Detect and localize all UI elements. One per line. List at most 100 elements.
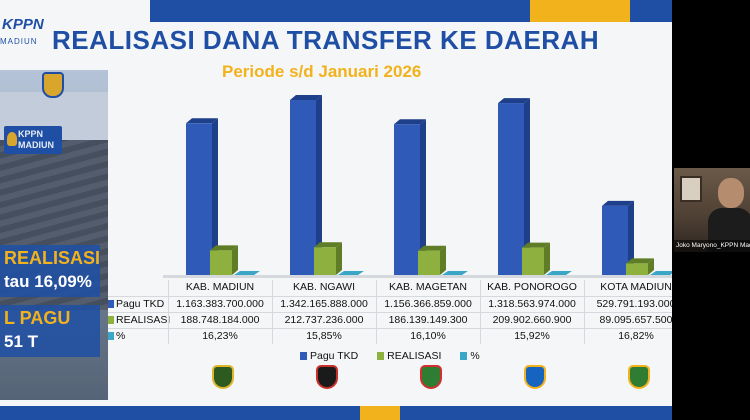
table-cell: 16,10% — [410, 330, 446, 342]
regional-emblems — [200, 365, 650, 391]
stat-pagu-value: 51 T — [4, 332, 39, 351]
shared-slide: KPPN MADIUN REALISASI DANA TRANSFER KE D… — [0, 0, 672, 420]
kab-madiun-emblem-icon — [212, 365, 234, 389]
bar-side-0-2 — [420, 119, 426, 275]
sign-logo-icon — [7, 132, 17, 146]
legend-label-pct: % — [470, 350, 480, 362]
logo-subtext: MADIUN — [0, 37, 38, 46]
bar-side-0-0 — [212, 118, 218, 275]
table-cell: 1.318.563.974.000 — [488, 298, 576, 310]
table-cell: 186.139.149.300 — [388, 314, 468, 326]
table-header-cell: KAB. PONOROGO — [487, 281, 577, 293]
footer-stripe-gold — [360, 406, 400, 420]
bar-side-0-3 — [524, 98, 530, 275]
video-call-panel: Joko Maryono_KPPN Madiun — [672, 0, 750, 420]
footer-stripe-right — [400, 406, 672, 420]
bar-top-0-0 — [186, 118, 218, 124]
table-cell: 212.737.236.000 — [284, 314, 364, 326]
bar-top-0-3 — [498, 98, 530, 104]
table-cell: 16,82% — [618, 330, 654, 342]
footer-stripe — [0, 406, 360, 420]
bar-top-1-1 — [314, 242, 342, 248]
bar-side-1-3 — [544, 242, 550, 275]
table-cell: 89.095.657.500 — [599, 314, 673, 326]
bar-top-1-2 — [418, 245, 446, 251]
stat-realisasi-percent: tau 16,09% — [4, 272, 92, 291]
table-header-cell: KAB. NGAWI — [292, 281, 356, 293]
series-swatch — [108, 316, 114, 325]
bar-pct-3 — [546, 271, 572, 275]
table-header-cell: KAB. MADIUN — [185, 281, 255, 293]
bar-top-1-0 — [210, 245, 238, 251]
kota-madiun-emblem-icon — [628, 365, 650, 389]
table-cell: 15,85% — [306, 330, 342, 342]
legend-item-pct: % — [460, 350, 480, 362]
bar-top-1-4 — [626, 258, 654, 264]
bar-pagu-0 — [186, 123, 212, 275]
table-cell: 1.163.383.700.000 — [176, 298, 264, 310]
table-cell: 16,23% — [202, 330, 238, 342]
bar-pagu-3 — [498, 103, 524, 275]
header-stripe-right — [630, 0, 672, 22]
bar-side-0-4 — [628, 200, 634, 275]
legend-label-realisasi: REALISASI — [387, 350, 442, 362]
kppn-logo: KPPN MADIUN — [0, 6, 55, 50]
table-row: Pagu TKD 1.163.383.700.000 1.342.165.888.0… — [108, 297, 672, 313]
slide-subtitle: Periode s/d Januari 2026 — [222, 62, 422, 81]
bar-realisasi-4 — [626, 263, 648, 275]
stat-box-realisasi: REALISASI tau 16,09% — [0, 245, 100, 297]
table-row-label: % — [108, 330, 168, 342]
legend-item-pagu: Pagu TKD — [300, 350, 358, 362]
bar-chart-svg — [163, 95, 672, 278]
bar-pagu-2 — [394, 124, 420, 275]
series-swatch — [108, 332, 114, 341]
stat-pagu-label: L PAGU — [4, 308, 71, 328]
bar-side-1-1 — [336, 242, 342, 275]
table-cell: 188.748.184.000 — [180, 314, 260, 326]
table-header-row: KAB. MADIUN KAB. NGAWI KAB. MAGETAN KAB. PO… — [108, 280, 672, 296]
legend-label-pagu: Pagu TKD — [310, 350, 359, 362]
wall-picture — [680, 176, 702, 202]
bar-pct-0 — [234, 271, 260, 275]
participant-face — [718, 178, 744, 208]
header-stripe-gold — [530, 0, 630, 22]
bar-realisasi-2 — [418, 250, 440, 275]
stat-realisasi-label: REALISASI — [4, 248, 101, 268]
legend-item-realisasi: REALISASI — [377, 350, 441, 362]
ministry-crest-icon — [42, 72, 64, 98]
table-row: % 16,23% 15,85% 16,10% 15,92% 16,82% — [108, 329, 672, 345]
office-sign: KPPN MADIUN — [4, 126, 62, 154]
bar-pct-2 — [442, 271, 468, 275]
bar-realisasi-0 — [210, 250, 232, 275]
chart-legend: Pagu TKD REALISASI % — [300, 350, 496, 362]
table-row: REALISASI 188.748.184.000 212.737.236.000 1… — [108, 313, 672, 329]
chart-floor — [163, 275, 672, 278]
table-cell: 529.791.193.000 — [596, 298, 672, 310]
bar-side-1-4 — [648, 258, 654, 275]
bar-top-0-4 — [602, 200, 634, 206]
bar-realisasi-1 — [314, 247, 336, 275]
bar-side-1-2 — [440, 245, 446, 275]
kab-magetan-emblem-icon — [420, 365, 442, 389]
bar-pagu-1 — [290, 100, 316, 275]
table-cell: 209.902.660.900 — [492, 314, 572, 326]
bar-chart — [108, 85, 672, 285]
header-stripe — [150, 0, 530, 22]
logo-text: KPPN — [2, 16, 44, 33]
kab-ponorogo-emblem-icon — [524, 365, 546, 389]
table-row-label: Pagu TKD — [108, 298, 168, 310]
office-sign-text: KPPN MADIUN — [18, 129, 54, 150]
bar-top-1-3 — [522, 242, 550, 248]
series-swatch — [108, 300, 114, 309]
kab-ngawi-emblem-icon — [316, 365, 338, 389]
stat-box-pagu: L PAGU 51 T — [0, 305, 100, 357]
table-cell: 1.342.165.888.000 — [280, 298, 368, 310]
participant-video-tile[interactable]: Joko Maryono_KPPN Madiun — [674, 168, 750, 252]
table-cell: 1.156.366.859.000 — [384, 298, 472, 310]
office-building-photo: KPPN MADIUN — [0, 70, 108, 400]
bar-top-0-1 — [290, 95, 322, 100]
bar-pct-4 — [650, 271, 672, 275]
table-header-cell: KAB. MAGETAN — [389, 281, 467, 293]
slide-title: REALISASI DANA TRANSFER KE DAERAH — [52, 25, 600, 55]
bar-side-0-1 — [316, 95, 322, 275]
